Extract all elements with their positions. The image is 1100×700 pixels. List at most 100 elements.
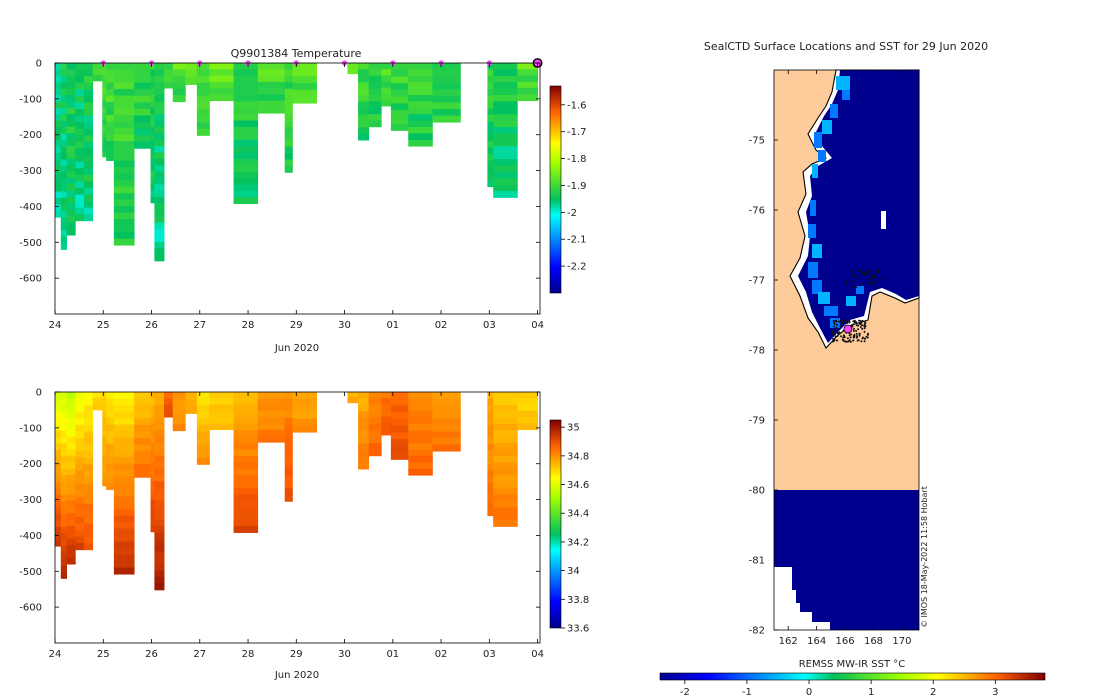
profile-cell bbox=[172, 95, 186, 103]
profile-cell bbox=[233, 107, 259, 115]
sst-colorbar-tick-label: 2 bbox=[930, 687, 936, 698]
colorbar-tick-label: 34.8 bbox=[567, 451, 589, 462]
profile-cell bbox=[66, 525, 76, 533]
profile-cell bbox=[172, 417, 186, 425]
profile-cell bbox=[517, 75, 538, 83]
profile-cell bbox=[390, 76, 409, 84]
profile-cell bbox=[408, 107, 433, 115]
profile-cell bbox=[66, 557, 76, 565]
profile-cell bbox=[83, 141, 94, 149]
profile-cell bbox=[102, 88, 107, 95]
profile-cell bbox=[83, 128, 94, 136]
profile-cell bbox=[368, 114, 382, 121]
profile-cell bbox=[83, 135, 94, 143]
profile-cell bbox=[66, 449, 76, 457]
profile-cell bbox=[493, 430, 518, 438]
profile-cell bbox=[257, 75, 286, 83]
profile-cell bbox=[55, 172, 62, 180]
profile-cell bbox=[55, 469, 62, 476]
profile-cell bbox=[233, 398, 259, 406]
profile-cell bbox=[102, 119, 107, 127]
profile-cell bbox=[487, 154, 494, 162]
profile-cell bbox=[257, 404, 286, 412]
profile-cell bbox=[150, 500, 155, 507]
profile-cell bbox=[113, 154, 135, 161]
profile-cell bbox=[390, 398, 409, 406]
profile-cell bbox=[185, 77, 198, 85]
profile-cell bbox=[55, 392, 62, 399]
profile-cell bbox=[113, 219, 135, 227]
profile-cell bbox=[432, 89, 461, 97]
x-tick-label: 28 bbox=[242, 320, 255, 331]
profile-cell bbox=[487, 160, 494, 168]
profile-cell bbox=[83, 76, 94, 84]
profile-cell bbox=[83, 187, 94, 195]
profile-cell bbox=[493, 417, 518, 425]
profile-cell bbox=[233, 494, 259, 502]
profile-cell bbox=[60, 185, 67, 192]
profile-cell bbox=[493, 392, 518, 399]
profile-cell bbox=[134, 444, 151, 452]
profile-cell bbox=[196, 128, 210, 136]
profile-cell bbox=[368, 449, 382, 457]
profile-cell bbox=[154, 165, 165, 172]
profile-cell bbox=[209, 410, 234, 418]
profile-cell bbox=[196, 431, 210, 439]
profile-cell bbox=[233, 500, 259, 508]
profile-cell bbox=[233, 411, 259, 418]
profile-cell bbox=[66, 120, 76, 128]
profile-cell bbox=[66, 455, 76, 463]
profile-cell bbox=[75, 444, 85, 452]
profile-cell bbox=[347, 397, 359, 404]
salinity-x-axis-label: Jun 2020 bbox=[274, 670, 319, 681]
profile-cell bbox=[55, 146, 62, 154]
seal-location bbox=[861, 283, 863, 286]
profile-cell bbox=[154, 462, 165, 470]
temperature-x-axis-label: Jun 2020 bbox=[274, 343, 319, 354]
profile-cell bbox=[408, 436, 433, 444]
seal-location bbox=[834, 335, 837, 338]
profile-cell bbox=[66, 82, 76, 89]
x-tick-label: 04 bbox=[531, 649, 544, 660]
profile-cell bbox=[154, 519, 165, 527]
profile-cell bbox=[60, 210, 67, 218]
profile-cell bbox=[106, 115, 115, 122]
profile-cell bbox=[134, 122, 151, 130]
x-tick-label: 27 bbox=[193, 320, 206, 331]
profile-cell bbox=[196, 102, 210, 110]
profile-cell bbox=[154, 392, 165, 399]
x-tick-label: 03 bbox=[483, 320, 496, 331]
seal-location bbox=[854, 276, 857, 279]
profile-cell bbox=[83, 530, 94, 538]
profile-cell bbox=[284, 430, 293, 438]
profile-cell bbox=[75, 431, 85, 439]
profile-cell bbox=[106, 108, 115, 116]
profile-cell bbox=[487, 180, 494, 188]
profile-cell bbox=[55, 197, 62, 205]
profile-cell bbox=[493, 184, 518, 192]
profile-cell bbox=[390, 412, 409, 420]
profile-cell bbox=[358, 107, 370, 115]
profile-cell bbox=[55, 63, 62, 70]
profile-cell bbox=[60, 63, 67, 70]
profile-cell bbox=[257, 63, 286, 70]
x-tick-label: 30 bbox=[338, 649, 351, 660]
profile-cell bbox=[164, 75, 174, 83]
seal-location bbox=[852, 280, 855, 283]
profile-cell bbox=[154, 398, 165, 406]
profile-cell bbox=[102, 125, 107, 133]
profile-cell bbox=[432, 444, 461, 452]
profile-cell bbox=[233, 526, 259, 533]
profile-cell bbox=[60, 546, 67, 554]
profile-cell bbox=[487, 424, 494, 432]
profile-cell bbox=[233, 158, 259, 166]
profile-cell bbox=[381, 410, 392, 417]
profile-cell bbox=[154, 494, 165, 501]
profile-cell bbox=[66, 88, 76, 96]
profile-cell bbox=[83, 201, 94, 209]
profile-cell bbox=[233, 101, 259, 109]
seal-location bbox=[839, 325, 842, 328]
profile-cell bbox=[196, 457, 210, 465]
profile-cell bbox=[368, 430, 382, 438]
profile-cell bbox=[172, 398, 186, 406]
